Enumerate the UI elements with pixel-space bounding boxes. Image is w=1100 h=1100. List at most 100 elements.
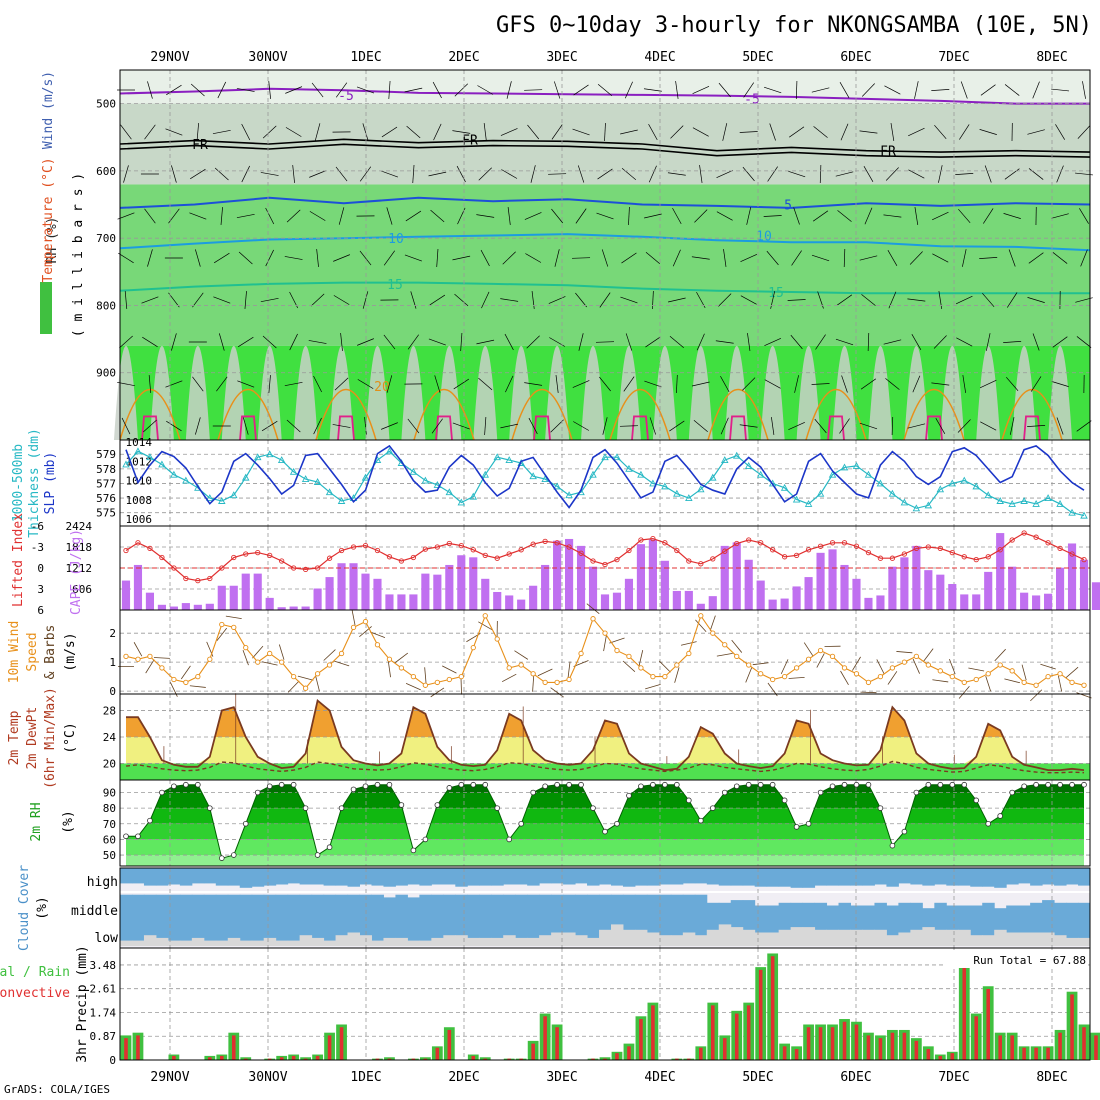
cloud-low-bar [790, 927, 804, 946]
wind-label-4: (m/s) [63, 632, 78, 671]
wind-barb [789, 126, 805, 138]
lifted-index-point [458, 542, 464, 549]
wind-barb [625, 333, 633, 351]
wind-barb [841, 375, 848, 393]
thickness-point [409, 467, 418, 475]
cloud-middle-bar [371, 894, 384, 946]
wind-barb [313, 417, 322, 435]
wind-barb-10m [912, 658, 920, 674]
wind-barb [596, 212, 614, 220]
rh-point [183, 781, 189, 788]
lifted-index-point [578, 550, 584, 556]
wind-barb [837, 210, 852, 222]
cape-bar [816, 552, 825, 610]
thickness-point [625, 464, 633, 472]
lifted-index-point [290, 565, 297, 571]
cloud-low-bar [311, 937, 325, 946]
cloud-high-bar [563, 868, 576, 885]
rh-dry-plume [293, 345, 318, 440]
wind-speed-point [123, 653, 129, 659]
cloud-high-bar [706, 868, 720, 885]
cape-bar [624, 578, 634, 610]
cloud-low-bar [443, 935, 456, 946]
cloud-high-bar [994, 868, 1007, 888]
cloud-unit-label: (%) [35, 896, 50, 919]
wind-barb [386, 207, 393, 225]
precip-convective-bar [926, 1049, 931, 1060]
wind-barb [524, 89, 543, 91]
wind-barb [213, 296, 231, 304]
thickness-point [661, 482, 669, 490]
wind-barb [386, 375, 393, 393]
precip-convective-bar [878, 1038, 883, 1060]
wind-barb [1028, 168, 1044, 180]
lifted-index-point [243, 551, 249, 557]
wind-barb [316, 249, 319, 267]
wind-barb [195, 249, 201, 267]
lifted-index-tick: 6 [37, 604, 44, 617]
wind-barb [548, 296, 566, 304]
cloud-high-bar [862, 868, 875, 886]
lifted-index-point [470, 547, 476, 553]
wind-speed-point [207, 656, 213, 662]
isotherm-25-lobe [533, 415, 551, 441]
wind-barb [575, 292, 587, 308]
thickness-point [361, 473, 370, 481]
cloud-high-bar [934, 868, 947, 885]
wind-speed-point [494, 636, 500, 642]
rh-tick: 80 [103, 802, 116, 815]
wind-barb [788, 422, 805, 430]
wind-barb-10m [550, 687, 564, 698]
lifted-index-point [350, 544, 357, 550]
wind-barb [362, 123, 369, 141]
cloud-middle-bar [227, 894, 241, 946]
wind-speed-point [1057, 671, 1063, 677]
wind-barb [739, 131, 758, 133]
wind-barb [357, 379, 374, 389]
cloud-middle-bar [179, 894, 193, 946]
rh-dry-plume [545, 345, 570, 440]
contour-label: -5 [338, 89, 354, 104]
wind-barb [1056, 165, 1064, 183]
cloud-low-bar [227, 937, 241, 946]
cape-tick: 2424 [66, 520, 93, 533]
precip-convective-bar [639, 1019, 643, 1060]
cloud-middle-bar [670, 894, 684, 946]
wind-barb [747, 333, 751, 351]
wind-barb-10m [532, 675, 535, 692]
rh-point [602, 828, 608, 835]
precip-convective-bar [710, 1005, 715, 1060]
cape-bar [936, 574, 945, 610]
lifted-index-point [901, 551, 908, 557]
cape-bar [840, 564, 849, 610]
thickness-point [828, 470, 837, 478]
wind-barb [577, 165, 585, 183]
cloud-high-bar [886, 868, 899, 887]
cape-bar [457, 555, 466, 610]
precip-convective-bar [124, 1038, 128, 1060]
cloud-low-bar [503, 935, 516, 946]
wind-barb-10m [958, 686, 970, 699]
cape-bar [217, 585, 226, 610]
thickness-point [732, 451, 741, 459]
wind-speed-point [326, 662, 333, 668]
wind-barb-10m [369, 631, 386, 638]
wind-barb-10m [145, 659, 155, 674]
wind-barb [955, 173, 974, 175]
isotherm-25-lobe [729, 415, 747, 441]
rh-point [171, 783, 177, 790]
wind-tick: 1 [109, 656, 116, 669]
cloud-high-bar [131, 868, 145, 884]
precip-convective-bar [746, 1005, 751, 1060]
wind-barb [914, 81, 919, 99]
cape-bar [780, 598, 789, 610]
precip-convective-bar [543, 1016, 547, 1060]
wind-speed-point [482, 613, 488, 619]
lifted-index-point [494, 555, 500, 561]
wind-speed-point [1009, 668, 1015, 674]
cape-bar [1044, 593, 1053, 610]
wind-barb [739, 424, 758, 428]
wind-barb [236, 213, 255, 219]
wind-barb [192, 292, 204, 308]
wind-speed-point [674, 662, 680, 668]
